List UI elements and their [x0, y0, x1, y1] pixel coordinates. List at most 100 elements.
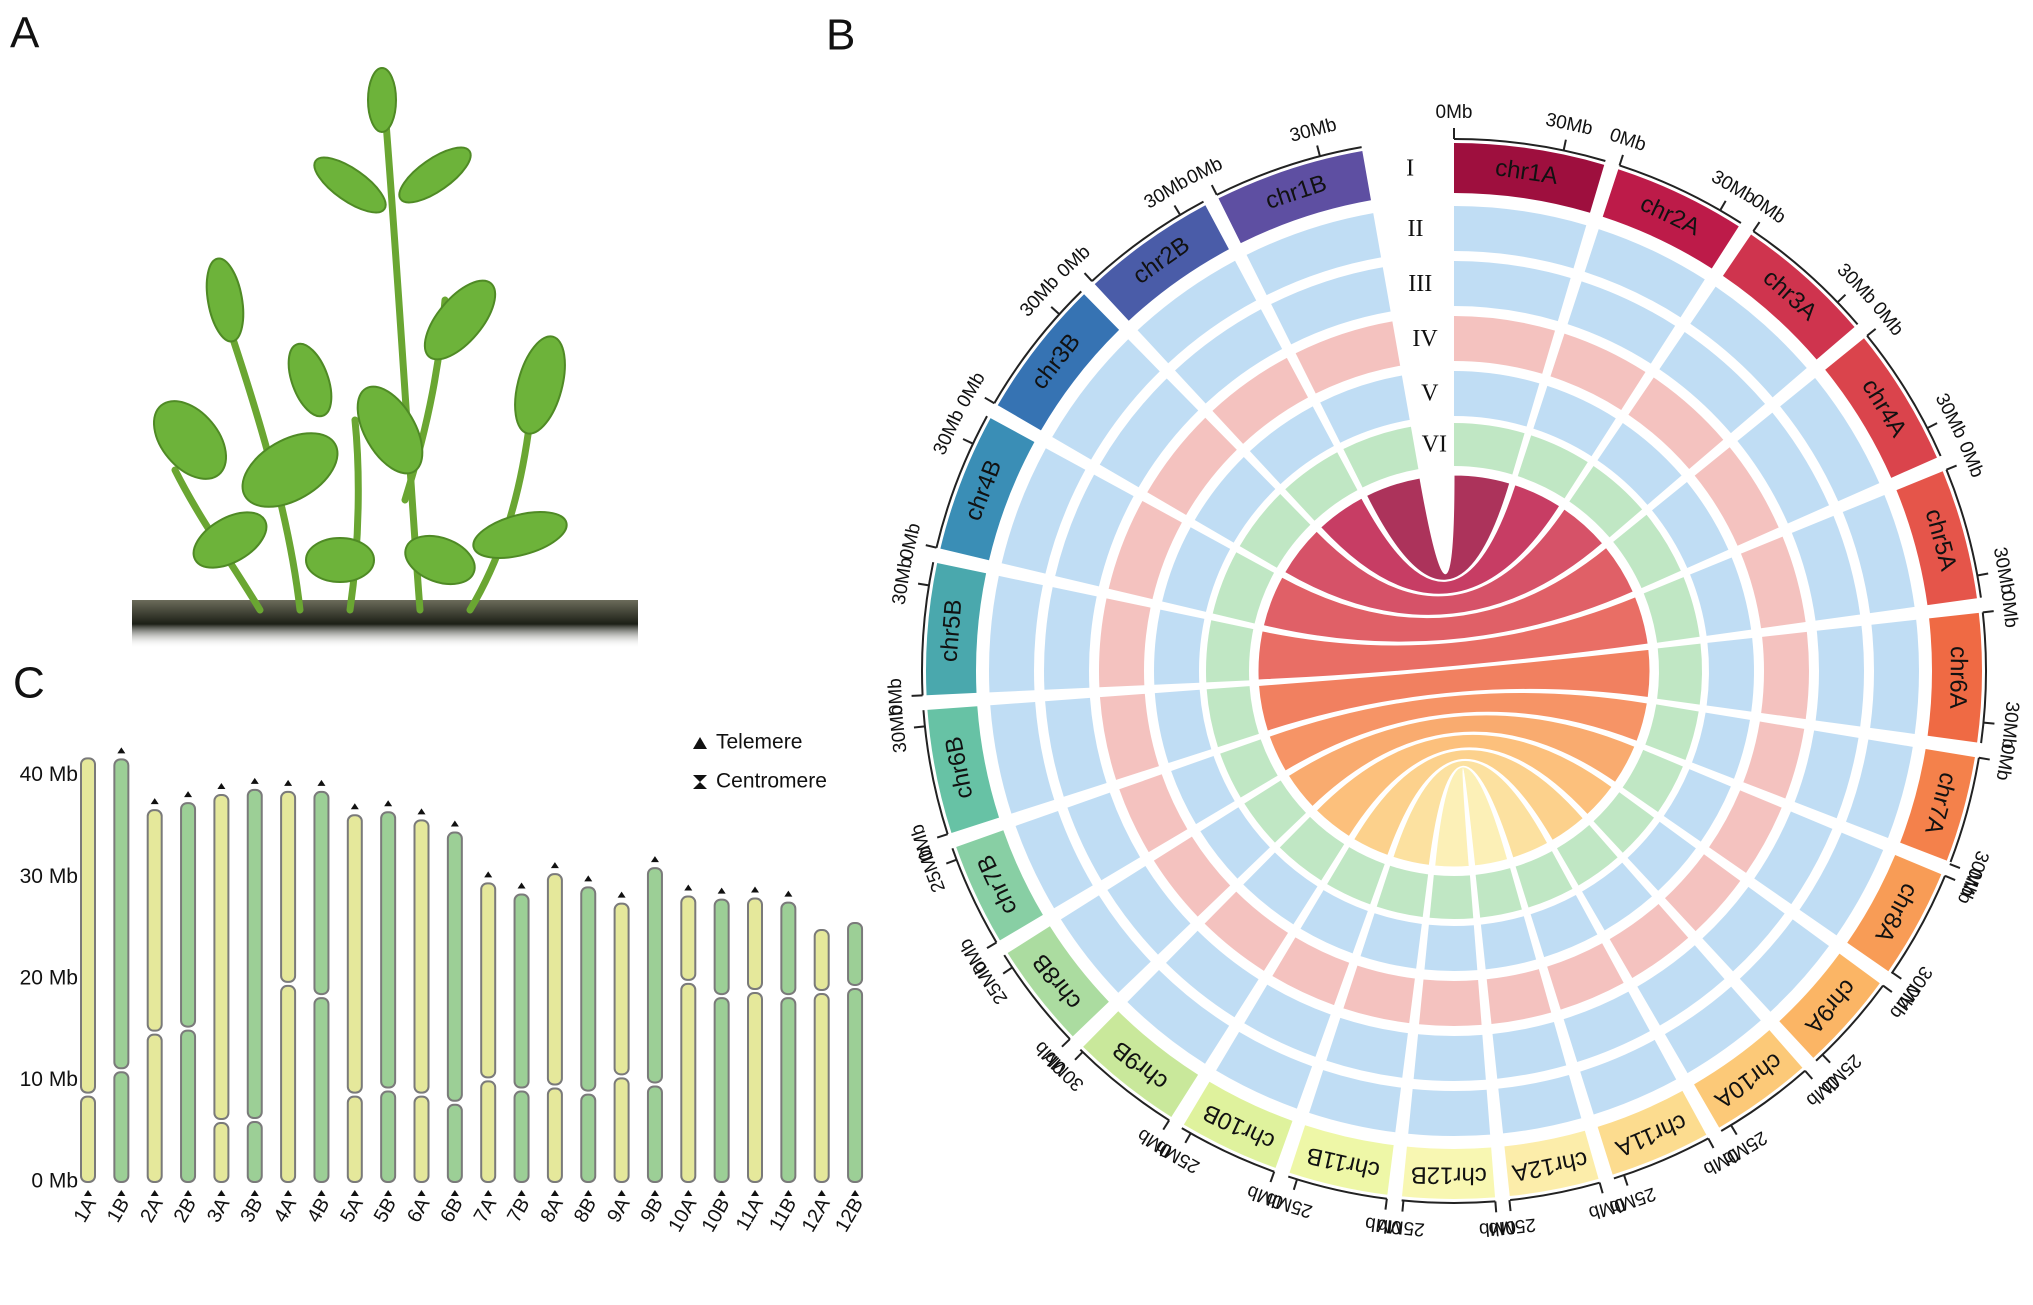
track-heatmap [1569, 465, 1643, 538]
track-heatmap [1216, 1031, 1313, 1109]
tick-label: 0Mb [1478, 1216, 1516, 1240]
x-tick-label: 6A [403, 1194, 435, 1227]
track-heatmap [1609, 903, 1689, 978]
track-heatmap [1244, 984, 1331, 1057]
track-heatmap [1099, 693, 1159, 780]
track-label: V [1421, 381, 1439, 407]
x-tick-label: 3A [203, 1194, 235, 1227]
link [1353, 749, 1585, 857]
chromosome-band [1722, 234, 1855, 360]
telomere-marker [851, 1190, 860, 1196]
tick-mark [1508, 1200, 1512, 1212]
track-heatmap [1300, 890, 1368, 954]
track-heatmap [1737, 412, 1830, 524]
chromosome-band [956, 830, 1043, 941]
leaf [192, 511, 268, 569]
track-heatmap [1475, 868, 1522, 918]
track-heatmap [1052, 339, 1160, 460]
tick-label: 0Mb [1700, 1144, 1743, 1180]
track-heatmap [1517, 435, 1588, 499]
tick-mark [1707, 1137, 1715, 1149]
soil [132, 600, 638, 648]
telomere-marker [384, 1190, 393, 1196]
chromosome-arm [380, 811, 397, 1089]
axis-arc [1949, 757, 1980, 863]
chromosome-arm [280, 984, 297, 1183]
track-heatmap [1657, 643, 1702, 705]
track-heatmap [1108, 500, 1182, 600]
track-heatmap [1740, 536, 1806, 629]
x-tick-label: 11B [765, 1194, 801, 1235]
track-heatmap [1206, 620, 1254, 683]
track-heatmap [1107, 865, 1191, 955]
track-heatmap [1702, 886, 1785, 972]
chromosome-arm [213, 793, 230, 1121]
track-heatmap [1154, 689, 1212, 764]
x-tick-label: 4A [270, 1194, 302, 1227]
tick-mark [1944, 874, 1956, 881]
track-heatmap [1454, 316, 1556, 374]
leaf [241, 432, 339, 508]
tick-mark [1978, 756, 1990, 761]
x-tick-label: 6B [436, 1194, 467, 1226]
tick-mark [986, 941, 997, 949]
chromosome-band [1694, 1030, 1803, 1128]
telomere-marker [250, 777, 259, 784]
track-heatmap [989, 575, 1043, 693]
link [1257, 596, 1649, 681]
chromosome-band [1083, 1011, 1199, 1117]
tick-label: 25Mb [1487, 1214, 1536, 1240]
chromosome-arm [780, 901, 797, 996]
track-heatmap [1486, 969, 1552, 1025]
axis-arc [1287, 1175, 1387, 1200]
telomere-marker [484, 871, 493, 878]
telomere-marker [450, 820, 459, 827]
tick-mark [1061, 1038, 1071, 1048]
axis-arc [993, 290, 1082, 404]
track-heatmap [1408, 1088, 1491, 1136]
track-heatmap [1492, 1022, 1567, 1079]
telomere-marker [117, 747, 126, 754]
tick-mark [1982, 610, 1994, 614]
chromosome-arm [646, 867, 663, 1084]
tick-label: 30Mb [1544, 109, 1595, 139]
track-heatmap [1780, 377, 1880, 502]
telomere-marker [84, 1190, 92, 1196]
chromosome-arm [446, 831, 463, 1102]
chromosome-arm [713, 997, 730, 1183]
track-heatmap [1563, 991, 1650, 1063]
chromosome-arm [813, 993, 830, 1184]
link [1434, 766, 1509, 868]
track-heatmap [1309, 1070, 1401, 1133]
tick-mark [1269, 1171, 1276, 1183]
chromosome-arm [646, 1085, 663, 1184]
track-heatmap [1761, 631, 1809, 720]
chromosome-label: chr12B [1411, 1161, 1487, 1189]
link [1257, 648, 1651, 732]
chromosome-arm [847, 921, 864, 986]
track-heatmap [1706, 637, 1755, 712]
telomere-marker [817, 1190, 826, 1196]
axis-arc [1752, 230, 1859, 326]
track-heatmap [1842, 495, 1915, 614]
chromosome-arm [180, 802, 197, 1028]
track-heatmap [1285, 452, 1358, 521]
telomere-marker [650, 1190, 659, 1196]
chromosome-band [1289, 1125, 1394, 1195]
tick-mark [1946, 464, 1957, 471]
track-heatmap [1515, 851, 1573, 908]
telomere-marker [751, 886, 759, 893]
leaf [367, 67, 397, 133]
telomere-marker [784, 1190, 793, 1196]
telomere-marker [584, 875, 593, 882]
x-tick-label: 5B [370, 1194, 401, 1226]
track-heatmap [1171, 755, 1235, 825]
chromosome-band [1007, 926, 1109, 1037]
telomere-marker [517, 1190, 526, 1196]
tick-label: 30Mb [929, 406, 968, 458]
track-heatmap [1419, 979, 1482, 1026]
track-heatmap [1628, 377, 1724, 470]
track-label: VI [1422, 431, 1447, 457]
track-heatmap [1533, 385, 1616, 457]
